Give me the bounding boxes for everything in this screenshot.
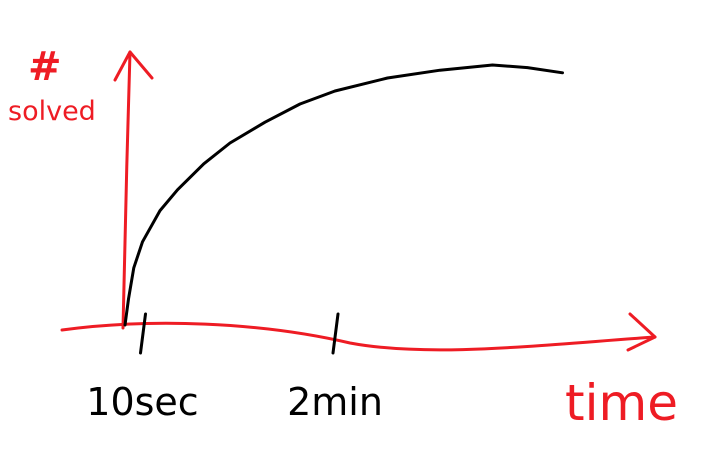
data-point-3 [141, 241, 143, 243]
x-tick-mark-0 [141, 314, 146, 353]
y-axis-label-word: solved [8, 96, 96, 127]
data-point-6 [203, 163, 205, 165]
x-axis-arrowhead [628, 314, 655, 350]
ticks: 10sec 2min [86, 314, 383, 424]
data-point-7 [229, 142, 231, 144]
data-point-2 [133, 267, 135, 269]
data-point-5 [176, 189, 178, 191]
x-axis-label: time [565, 374, 678, 432]
data-point-8 [264, 121, 266, 123]
axes [62, 52, 655, 350]
x-tick-label-0: 10sec [86, 380, 198, 424]
y-axis-line [123, 52, 130, 328]
x-tick-label-1: 2min [287, 380, 383, 424]
data-point-15 [561, 72, 563, 74]
y-axis-arrowhead [115, 52, 152, 80]
x-tick-mark-1 [333, 314, 338, 353]
data-point-4 [159, 209, 161, 211]
data-point-0 [124, 324, 126, 326]
series-line [125, 65, 563, 325]
x-axis-line [62, 323, 655, 350]
data-point-12 [439, 69, 441, 71]
data-point-9 [299, 103, 301, 105]
data-point-1 [127, 298, 129, 300]
y-axis-label-hash: # [28, 44, 62, 90]
data-point-11 [386, 77, 388, 79]
data-point-13 [491, 64, 493, 66]
data-point-10 [334, 90, 336, 92]
curve-layer [124, 64, 564, 326]
data-point-14 [526, 66, 528, 68]
